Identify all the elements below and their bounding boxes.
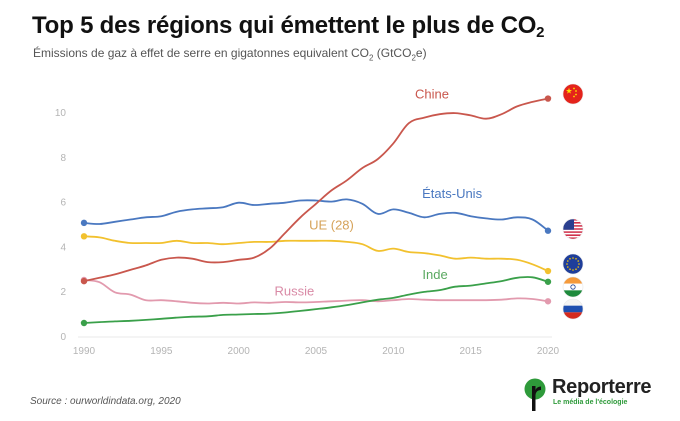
- line-chine: [83, 97, 549, 282]
- chart-title: Top 5 des régions qui émettent le plus d…: [32, 12, 545, 41]
- label-chine: Chine: [415, 87, 449, 102]
- series-etats-unis: [80, 198, 552, 234]
- flag-outline: [562, 83, 584, 105]
- x-tick-label: 2005: [305, 346, 328, 357]
- chart-subtitle: Émissions de gaz à effet de serre en gig…: [33, 46, 427, 62]
- line-inde: [83, 276, 549, 324]
- label-etats-unis: États-Unis: [422, 186, 482, 201]
- series-chine: [80, 95, 552, 285]
- x-tick-label: 2015: [460, 346, 483, 357]
- tree-logo-icon: [524, 378, 546, 411]
- series-flags: [562, 83, 584, 320]
- brand-tagline: Le média de l'écologie: [553, 399, 628, 406]
- line-russie: [83, 279, 549, 305]
- line-ue-28: [83, 235, 549, 272]
- source-note: Source : ourworldindata.org, 2020: [30, 396, 181, 407]
- subtitle-text-2: (GtCO: [373, 46, 412, 60]
- end-point: [544, 95, 552, 102]
- series-russie: [80, 276, 552, 305]
- label-inde: Inde: [422, 267, 447, 282]
- end-point: [544, 227, 552, 234]
- india-flag-icon: [563, 277, 583, 297]
- axes: 0 2 4 6 8 10 1990 1995 2000 2005 2010 2015 2020: [55, 108, 560, 357]
- y-tick-label: 10: [55, 108, 67, 119]
- reporterre-logo[interactable]: Reporterre Le média de l'écologie: [524, 376, 664, 418]
- start-point: [80, 319, 88, 327]
- subtitle-subscript-1: 2: [368, 53, 374, 63]
- y-tick-label: 4: [60, 242, 66, 253]
- flag-outline: [562, 276, 584, 298]
- start-point: [80, 219, 88, 227]
- x-tick-label: 2000: [228, 346, 251, 357]
- x-tick-label: 2020: [537, 346, 560, 357]
- subtitle-text-3: e): [415, 46, 427, 60]
- end-point: [544, 278, 552, 285]
- y-tick-label: 2: [60, 287, 66, 298]
- eu-flag-icon: [563, 254, 583, 274]
- end-point: [544, 298, 552, 305]
- start-point: [80, 233, 88, 240]
- usa-flag-icon: [563, 219, 583, 239]
- end-point: [544, 267, 552, 275]
- x-tick-label: 2010: [382, 346, 405, 357]
- subtitle-subscript-2: 2: [411, 53, 416, 63]
- y-tick-label: 0: [60, 332, 66, 343]
- brand-name: Reporterre: [552, 376, 652, 398]
- label-ue-28: UE (28): [309, 218, 354, 233]
- y-tick-label: 6: [60, 198, 66, 209]
- title-text: Top 5 des régions qui émettent le plus d…: [32, 12, 537, 39]
- russia-flag-icon: [563, 299, 583, 319]
- flag-outline: [562, 218, 584, 240]
- china-flag-icon: [563, 84, 583, 104]
- y-tick-label: 8: [60, 153, 66, 164]
- line-etats-unis: [83, 198, 549, 232]
- label-russie: Russie: [274, 284, 314, 299]
- flag-outline: [562, 298, 584, 320]
- start-point: [80, 277, 88, 285]
- series-labels: Chine États-Unis UE (28) Inde Russie: [274, 87, 482, 299]
- series-ue-28: [80, 233, 552, 275]
- series-inde: [80, 276, 552, 327]
- x-tick-label: 1990: [73, 346, 96, 357]
- x-tick-label: 1995: [150, 346, 173, 357]
- title-subscript: 2: [536, 24, 545, 41]
- series-lines: [80, 95, 552, 327]
- flag-outline: [562, 253, 584, 275]
- subtitle-text-1: Émissions de gaz à effet de serre en gig…: [33, 46, 369, 60]
